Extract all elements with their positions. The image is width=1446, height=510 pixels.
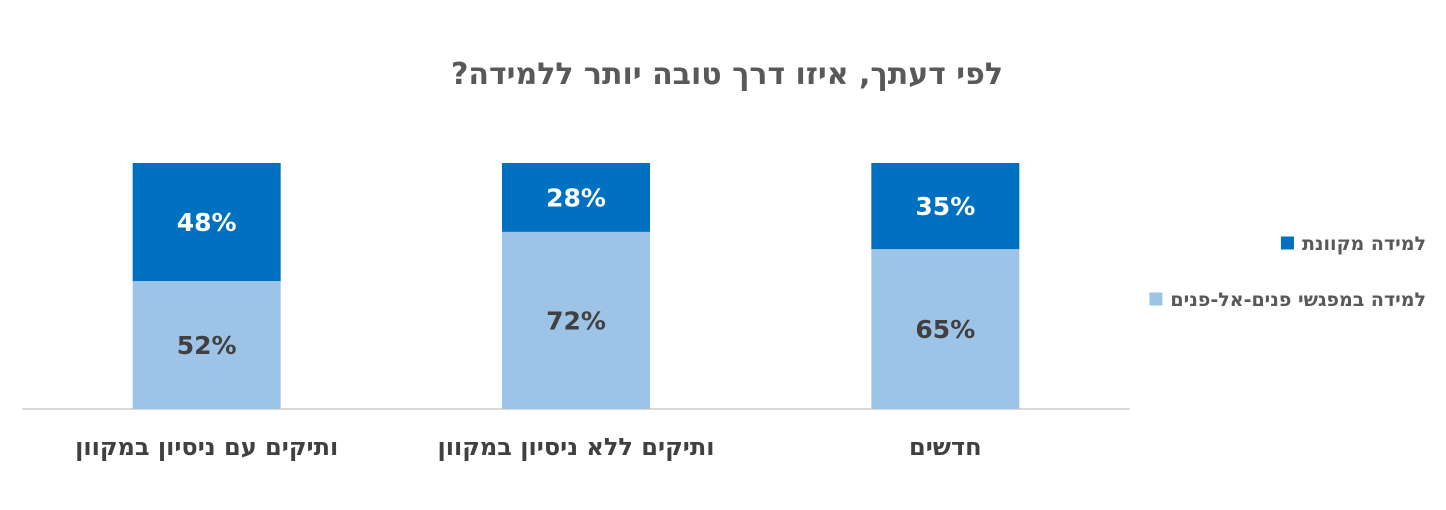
bar-segment <box>502 163 650 232</box>
bar-segment <box>132 163 281 282</box>
chart-title: לפי דעתך, איזו דרך טובה יותר ללמידה? <box>451 57 1003 92</box>
data-label: 48% <box>177 208 237 237</box>
legend-label: למידה מקוונת <box>1302 233 1426 255</box>
data-label: 28% <box>546 183 606 212</box>
bars-group <box>132 163 1020 409</box>
category-label: ותיקים ללא ניסיון במקוון <box>438 433 715 461</box>
bar-segment <box>132 281 281 409</box>
legend-swatch <box>1149 292 1163 306</box>
legend-swatch <box>1280 236 1294 250</box>
legend-label: למידה במפגשי פנים-אל-פנים <box>1170 289 1426 311</box>
bar-segment <box>871 163 1020 250</box>
data-label: 52% <box>177 331 237 360</box>
legend: למידה מקוונת למידה במפגשי פנים-אל-פנים <box>1149 233 1426 311</box>
bar-segment <box>502 231 650 409</box>
data-label: 35% <box>915 192 975 221</box>
bar-segment <box>871 249 1020 409</box>
labels-group: 65% 35% חדשים 72% 28% ותיקים ללא ניסיון במקוו… <box>75 183 982 461</box>
category-label: חדשים <box>909 433 982 461</box>
data-label: 72% <box>546 306 606 335</box>
data-label: 65% <box>915 315 975 344</box>
category-label: ותיקים עם ניסיון במקוון <box>75 433 338 461</box>
